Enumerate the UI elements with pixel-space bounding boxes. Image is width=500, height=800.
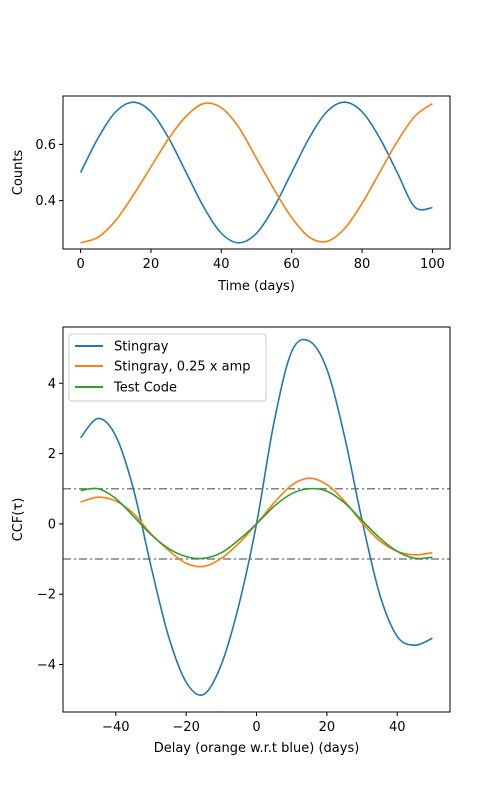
counts-x-axis-label: Time (days) — [217, 279, 295, 294]
ccf-series-line-2 — [80, 487, 433, 560]
ccf-reference-lines — [63, 487, 450, 560]
counts-x-ticks: 0 20 40 60 80 100 — [76, 249, 445, 272]
counts-series-line-1 — [80, 102, 433, 244]
counts-x-tick-label-2: 40 — [213, 257, 230, 272]
counts-series-group — [79, 101, 433, 244]
counts-x-tick-label-4: 80 — [354, 257, 371, 272]
ccf-x-tick-label-4: 40 — [389, 720, 406, 735]
ccf-x-tick-label-1: −20 — [172, 720, 199, 735]
counts-chart: 0 20 40 60 80 100 0.4 0.6 Time (days) Counts — [11, 95, 451, 294]
ccf-x-axis-label: Delay (orange w.r.t blue) (days) — [154, 741, 360, 756]
counts-x-tick-label-1: 20 — [143, 257, 160, 272]
ccf-plot-area — [62, 326, 451, 713]
counts-x-tick-label-0: 0 — [76, 257, 84, 272]
legend-label-test-code: Test Code — [113, 381, 177, 396]
ccf-series-group — [79, 338, 433, 696]
counts-y-axis-label: Counts — [11, 150, 26, 196]
ccf-x-ticks: −40 −20 0 20 40 — [102, 712, 406, 735]
counts-series-line-0 — [79, 101, 433, 244]
counts-y-tick-label-0: 0.4 — [35, 194, 56, 209]
legend-label-stingray-quarter-amp: Stingray, 0.25 x amp — [114, 360, 251, 375]
ccf-x-tick-label-3: 20 — [319, 720, 336, 735]
counts-x-tick-label-5: 100 — [420, 257, 445, 272]
ccf-y-ticks: −4 −2 0 2 4 — [37, 377, 63, 673]
ccf-y-tick-label-4: 4 — [48, 377, 56, 392]
legend-label-stingray: Stingray — [114, 340, 169, 355]
counts-y-ticks: 0.4 0.6 — [35, 138, 63, 209]
ccf-y-tick-label-3: 2 — [48, 447, 56, 462]
legend-box — [68, 333, 267, 402]
ccf-y-axis-label: CCF(τ) — [11, 498, 26, 542]
counts-y-tick-label-1: 0.6 — [35, 138, 56, 153]
ccf-y-tick-label-2: 0 — [48, 517, 56, 532]
ccf-x-tick-label-2: 0 — [252, 720, 260, 735]
legend: Stingray Stingray, 0.25 x amp Test Code — [68, 333, 267, 402]
ccf-x-tick-label-0: −40 — [102, 720, 129, 735]
counts-plot-area — [62, 95, 451, 250]
ccf-y-tick-label-1: −2 — [37, 588, 56, 603]
ccf-y-tick-label-0: −4 — [37, 658, 56, 673]
counts-x-tick-label-3: 60 — [283, 257, 300, 272]
